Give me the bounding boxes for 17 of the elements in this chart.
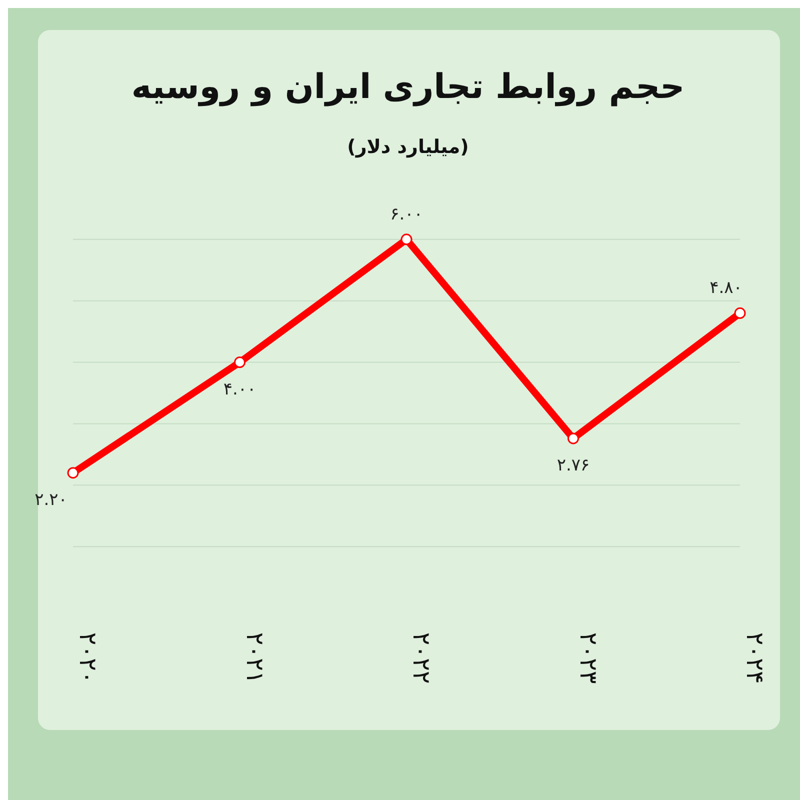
- chart-title: حجم روابط تجاری ایران و روسیه: [131, 67, 685, 107]
- point: [400, 234, 412, 246]
- data-label: ۴.۸۰: [710, 278, 742, 298]
- data-label: ۲.۲۰: [34, 490, 68, 510]
- x-tick-label: ۲۰۲۰: [74, 632, 102, 684]
- x-tick-label: ۲۰۲۳: [574, 632, 602, 684]
- x-tick-label: ۲۰۲۲: [408, 632, 436, 684]
- point: [734, 307, 746, 319]
- data-label: ۲.۷۶: [556, 455, 590, 476]
- x-tick-label: ۲۰۲۱: [240, 632, 269, 684]
- chart-subtitle: (میلیارد دلار): [347, 136, 469, 158]
- point: [67, 467, 79, 479]
- data-label: ۴.۰۰: [223, 379, 256, 400]
- point: [568, 432, 579, 444]
- point: [234, 356, 246, 368]
- data-label: ۶.۰۰: [390, 204, 423, 224]
- x-tick-label: ۲۰۲۴: [741, 632, 769, 684]
